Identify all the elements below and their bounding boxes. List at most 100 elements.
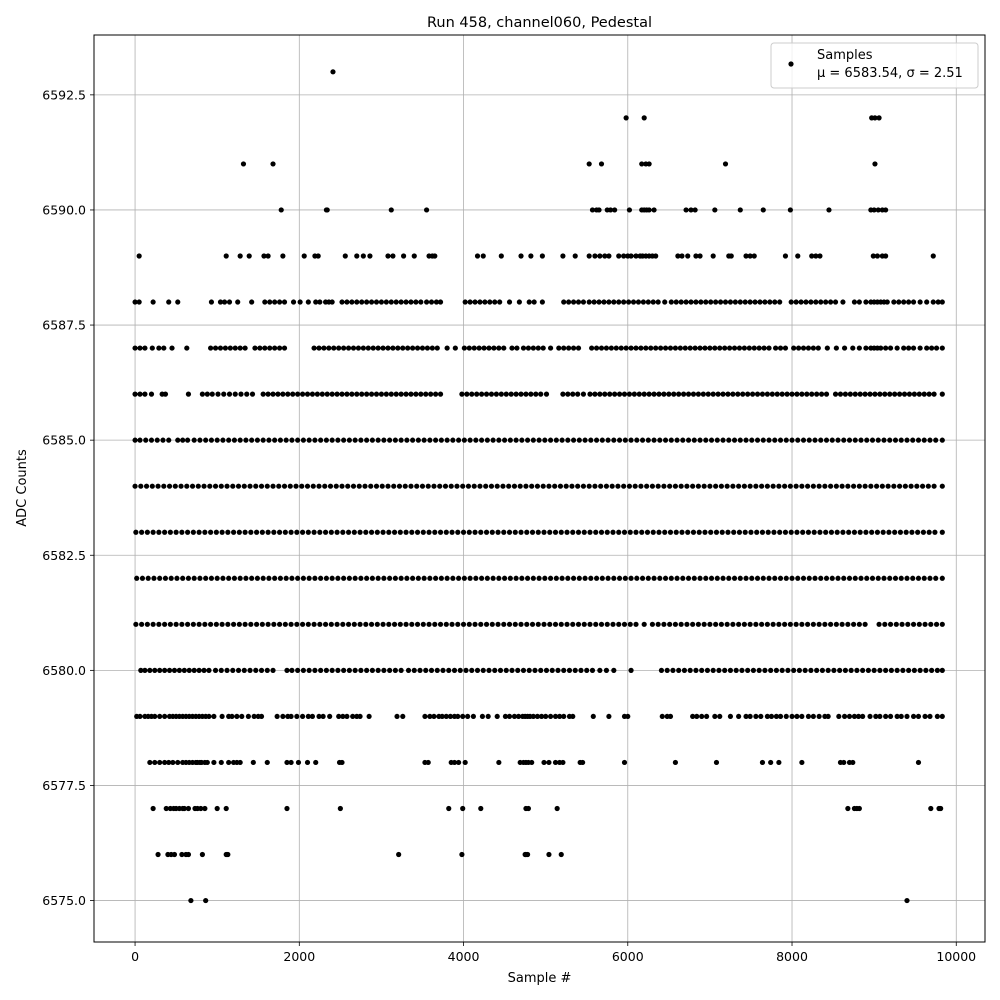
- data-point: [224, 483, 230, 489]
- data-point: [690, 529, 697, 535]
- data-point: [313, 299, 319, 305]
- data-point: [800, 437, 807, 443]
- data-point: [185, 805, 192, 812]
- data-point: [773, 667, 780, 673]
- data-point: [351, 621, 357, 627]
- data-point: [892, 575, 899, 581]
- data-point: [628, 437, 634, 443]
- data-point: [220, 575, 226, 581]
- data-point: [290, 391, 296, 397]
- data-point: [186, 667, 192, 673]
- data-point: [766, 437, 772, 443]
- data-point: [486, 345, 492, 351]
- data-point: [846, 529, 852, 535]
- data-point: [339, 391, 345, 397]
- data-point: [939, 345, 945, 351]
- data-point: [633, 345, 639, 351]
- data-point: [155, 851, 161, 858]
- data-point: [386, 529, 392, 535]
- data-point: [810, 483, 816, 489]
- data-point: [375, 667, 381, 673]
- data-point: [456, 437, 462, 443]
- data-point: [552, 529, 559, 535]
- data-point: [661, 483, 667, 489]
- data-point: [178, 483, 184, 489]
- data-point: [799, 483, 805, 489]
- data-point: [323, 437, 329, 443]
- data-point: [826, 207, 832, 213]
- data-point: [352, 437, 358, 443]
- data-point: [139, 575, 146, 581]
- data-point: [512, 529, 518, 535]
- data-point: [773, 713, 780, 720]
- data-point: [748, 529, 754, 535]
- data-point: [336, 713, 342, 720]
- data-point: [132, 345, 138, 351]
- data-point: [378, 299, 385, 305]
- data-point: [715, 391, 721, 397]
- data-point: [538, 667, 544, 673]
- data-point: [846, 713, 853, 720]
- data-point: [138, 483, 144, 489]
- data-point: [917, 299, 923, 305]
- data-point: [672, 759, 679, 766]
- data-point: [219, 529, 225, 535]
- data-point: [427, 437, 433, 443]
- data-point: [433, 299, 440, 305]
- data-point: [894, 713, 900, 720]
- data-point: [847, 391, 853, 397]
- data-point: [674, 575, 680, 581]
- data-point: [785, 667, 791, 673]
- data-point: [397, 529, 403, 535]
- data-point: [760, 437, 766, 443]
- data-point: [305, 299, 311, 305]
- data-point: [575, 345, 582, 351]
- data-point: [491, 345, 497, 351]
- data-point: [190, 621, 196, 627]
- data-point: [921, 575, 927, 581]
- data-point: [167, 621, 173, 627]
- data-point: [762, 299, 768, 305]
- data-point: [335, 437, 341, 443]
- data-point: [868, 483, 874, 489]
- data-point: [640, 299, 646, 305]
- data-point: [589, 207, 596, 213]
- data-point: [217, 345, 224, 351]
- data-point: [351, 529, 357, 535]
- data-point: [722, 667, 728, 673]
- data-point: [575, 483, 581, 489]
- data-point: [816, 713, 822, 720]
- data-point: [226, 299, 233, 305]
- data-point: [621, 759, 628, 766]
- data-point: [675, 253, 681, 259]
- data-point: [641, 391, 647, 397]
- data-point: [518, 621, 524, 627]
- data-point: [756, 345, 762, 351]
- data-point: [188, 897, 194, 904]
- data-point: [871, 667, 877, 673]
- legend: Samples μ = 6583.54, σ = 2.51: [770, 42, 979, 89]
- data-point: [628, 667, 634, 673]
- data-point: [725, 529, 731, 535]
- data-point: [528, 391, 534, 397]
- data-point: [208, 299, 215, 305]
- data-point: [850, 759, 856, 766]
- data-point: [181, 805, 187, 812]
- data-point: [535, 345, 541, 351]
- data-point: [241, 483, 247, 489]
- data-point: [703, 437, 709, 443]
- data-point: [636, 391, 642, 397]
- data-point: [418, 299, 424, 305]
- data-point: [553, 575, 559, 581]
- data-point: [225, 529, 231, 535]
- data-point: [446, 805, 452, 812]
- data-point: [596, 299, 602, 305]
- data-point: [611, 667, 617, 673]
- data-point: [526, 299, 532, 305]
- data-point: [754, 391, 761, 397]
- data-point: [155, 483, 161, 489]
- data-point: [409, 621, 415, 627]
- data-point: [136, 253, 142, 259]
- data-point: [770, 483, 776, 489]
- data-point: [236, 621, 242, 627]
